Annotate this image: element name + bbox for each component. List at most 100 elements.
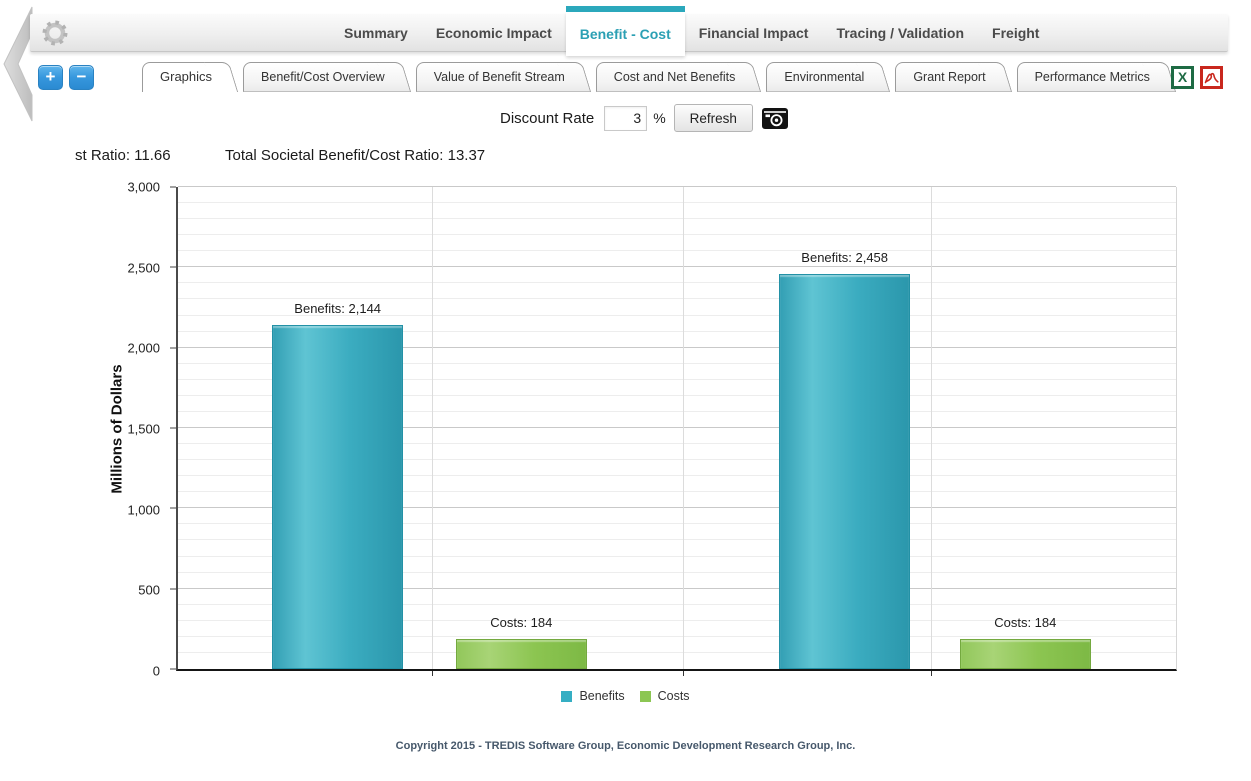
benefit-cost-chart: Millions of Dollars 0 500 1,000 1,500 2,000 2… bbox=[0, 180, 1251, 747]
bar-costs[interactable] bbox=[455, 639, 587, 669]
y-axis-tick bbox=[170, 668, 176, 670]
gridline-horizontal bbox=[178, 394, 1176, 396]
subtab-performance-metrics[interactable]: Performance Metrics bbox=[1016, 62, 1168, 92]
subtab-cost-and-net-benefits[interactable]: Cost and Net Benefits bbox=[595, 62, 754, 92]
subtab-label: Performance Metrics bbox=[1034, 70, 1150, 84]
pdf-export-icon bbox=[1204, 72, 1219, 84]
gridline-horizontal bbox=[178, 539, 1176, 541]
gridline-horizontal bbox=[178, 571, 1176, 573]
gridline-horizontal bbox=[178, 619, 1176, 621]
nav-tab-tracing-validation[interactable]: Tracing / Validation bbox=[836, 25, 965, 41]
gridline-horizontal bbox=[178, 491, 1176, 493]
y-axis-tick-label: 1,500 bbox=[127, 421, 160, 437]
gridline-horizontal bbox=[178, 475, 1176, 477]
subtab-label: Environmental bbox=[784, 70, 865, 84]
subtab-environmental[interactable]: Environmental bbox=[766, 62, 882, 92]
plot-area: Benefits: 2,144 Costs: 184 Benefits: 2,458… bbox=[170, 186, 1177, 676]
export-pdf-button[interactable] bbox=[1200, 66, 1223, 89]
gridline-horizontal bbox=[178, 603, 1176, 605]
percent-sign: % bbox=[653, 110, 666, 126]
y-axis-tick bbox=[170, 266, 176, 268]
x-axis-tick bbox=[931, 671, 933, 676]
y-axis-tick-label: 500 bbox=[138, 582, 160, 598]
discount-rate-input[interactable] bbox=[604, 105, 648, 131]
gridline-horizontal bbox=[178, 330, 1176, 332]
gridline-horizontal bbox=[178, 459, 1176, 461]
gridline-horizontal bbox=[178, 362, 1176, 364]
gridline-horizontal bbox=[178, 427, 1176, 428]
y-axis-tick bbox=[170, 588, 176, 590]
bar-value-label: Benefits: 2,458 bbox=[801, 250, 889, 266]
subtab-label: Cost and Net Benefits bbox=[613, 70, 736, 84]
y-axis-tick-label: 3,000 bbox=[127, 179, 160, 195]
subtab-label: Grant Report bbox=[913, 70, 986, 84]
gridline-horizontal bbox=[178, 635, 1176, 637]
gridline-horizontal bbox=[178, 186, 1176, 187]
bar-benefits[interactable] bbox=[272, 324, 404, 669]
snapshot-button[interactable] bbox=[761, 107, 788, 129]
nav-tab-benefit-cost[interactable]: Benefit - Cost bbox=[565, 6, 685, 56]
subtab-graphics[interactable]: Graphics bbox=[142, 62, 230, 92]
bar-value-label: Benefits: 2,144 bbox=[294, 300, 382, 316]
gridline-horizontal bbox=[178, 555, 1176, 557]
legend-item: Costs bbox=[639, 689, 690, 703]
bar-benefits[interactable] bbox=[779, 274, 911, 669]
y-axis-tick-label: 1,000 bbox=[127, 502, 160, 518]
subtab-label: Value of Benefit Stream bbox=[433, 70, 565, 84]
gridline-horizontal bbox=[178, 218, 1176, 220]
copyright-text: Copyright 2015 - TREDIS Software Group, … bbox=[395, 740, 856, 752]
gear-icon bbox=[42, 20, 68, 46]
bar-value-label: Costs: 184 bbox=[490, 615, 553, 631]
subtab-label: Benefit/Cost Overview bbox=[261, 70, 385, 84]
nav-tab-summary[interactable]: Summary bbox=[344, 25, 408, 41]
main-navbar: Summary Economic Impact Benefit - Cost F… bbox=[30, 6, 1228, 56]
total-societal-ratio-text: Total Societal Benefit/Cost Ratio: 13.37 bbox=[225, 147, 486, 164]
zoom-button-group: + − bbox=[38, 65, 94, 90]
legend-item: Benefits bbox=[561, 689, 625, 703]
y-axis-tick-label: 0 bbox=[152, 663, 160, 679]
gridline-horizontal bbox=[178, 410, 1176, 412]
y-axis-gutter: 0 500 1,000 1,500 2,000 2,500 3,000 bbox=[0, 180, 168, 679]
discount-rate-controls: Discount Rate % Refresh bbox=[500, 103, 788, 133]
legend-swatch bbox=[639, 690, 651, 702]
gridline-horizontal bbox=[178, 346, 1176, 348]
subtab-grant-report[interactable]: Grant Report bbox=[895, 62, 1003, 92]
ratio-summary-row: st Ratio: 11.66 Total Societal Benefit/C… bbox=[0, 147, 1251, 167]
export-excel-button[interactable]: X bbox=[1171, 66, 1194, 89]
bar-costs[interactable] bbox=[959, 639, 1091, 669]
y-axis-tick-label: 2,500 bbox=[127, 260, 160, 276]
gridline-horizontal bbox=[178, 250, 1176, 252]
gridline-horizontal bbox=[178, 378, 1176, 380]
zoom-in-button[interactable]: + bbox=[38, 65, 63, 90]
discount-rate-label: Discount Rate bbox=[500, 109, 595, 127]
y-axis-tick bbox=[170, 427, 176, 429]
legend-label: Benefits bbox=[579, 689, 625, 703]
benefit-cost-ratio-text-clipped: st Ratio: 11.66 bbox=[75, 147, 171, 164]
gridline-horizontal bbox=[178, 523, 1176, 525]
gridline-horizontal bbox=[178, 282, 1176, 284]
refresh-button[interactable]: Refresh bbox=[673, 104, 753, 132]
nav-tab-financial-impact[interactable]: Financial Impact bbox=[698, 25, 809, 41]
zoom-out-button[interactable]: − bbox=[69, 65, 94, 90]
x-axis-tick bbox=[682, 671, 684, 676]
settings-button[interactable] bbox=[42, 20, 68, 46]
gridline-vertical bbox=[682, 187, 684, 669]
gridline-horizontal bbox=[178, 587, 1176, 589]
y-axis-tick bbox=[170, 186, 176, 188]
nav-tab-economic-impact[interactable]: Economic Impact bbox=[435, 25, 552, 41]
chart-legend: Benefits Costs bbox=[0, 689, 1251, 703]
subtab-value-of-benefit-stream[interactable]: Value of Benefit Stream bbox=[415, 62, 583, 92]
gridline-horizontal bbox=[178, 234, 1176, 236]
gridline-horizontal bbox=[178, 314, 1176, 316]
y-axis-tick bbox=[170, 507, 176, 509]
subtab-benefit-cost-overview[interactable]: Benefit/Cost Overview bbox=[243, 62, 403, 92]
nav-tab-freight[interactable]: Freight bbox=[992, 25, 1040, 41]
excel-export-icon: X bbox=[1177, 69, 1188, 85]
y-axis-tick-label: 2,000 bbox=[127, 340, 160, 356]
gridline-vertical bbox=[432, 187, 434, 669]
export-buttons: X bbox=[1171, 66, 1223, 89]
gridline-horizontal bbox=[178, 507, 1176, 509]
x-axis-tick bbox=[432, 671, 434, 676]
y-axis-tick bbox=[170, 347, 176, 349]
subtab-label: Graphics bbox=[160, 69, 213, 84]
